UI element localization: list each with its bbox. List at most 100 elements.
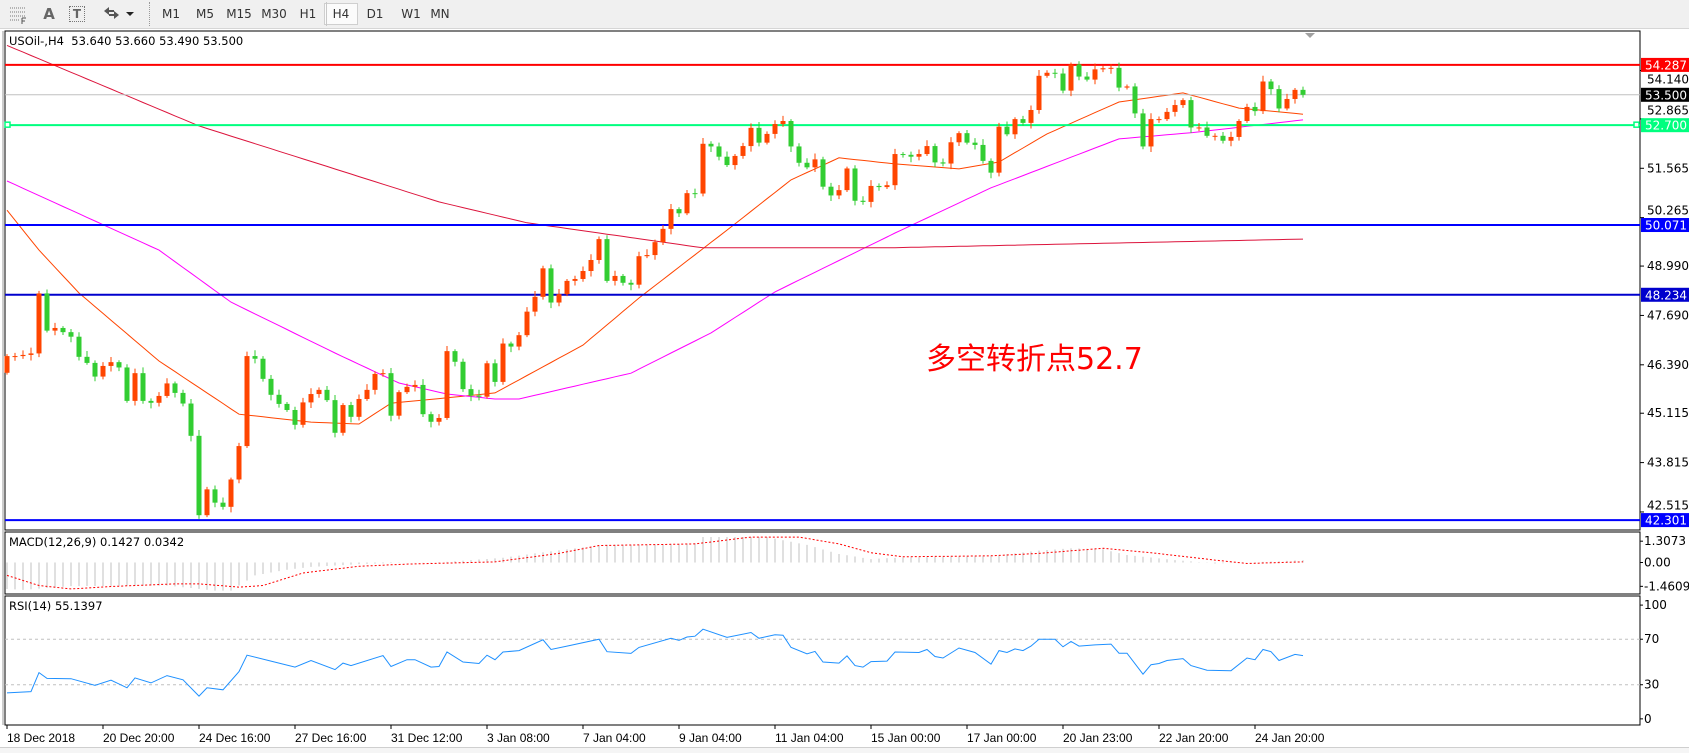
candle	[780, 115, 786, 127]
chart-annotation-text[interactable]: 多空转折点52.7	[926, 342, 1143, 377]
rsi-axis-label: 100	[1644, 598, 1667, 612]
candle	[940, 158, 946, 167]
candle	[276, 389, 282, 408]
candle	[804, 158, 810, 170]
candle-body	[164, 383, 170, 396]
candle-body	[1108, 67, 1114, 69]
timeframe-button-h4[interactable]: H4	[324, 3, 358, 25]
rsi-axis-label: 0	[1644, 712, 1652, 726]
candle	[892, 148, 898, 190]
candle-body	[708, 143, 714, 147]
candle	[1180, 98, 1186, 108]
timeframe-button-m30[interactable]: M30	[261, 7, 287, 21]
candle	[1036, 70, 1042, 114]
candle-body	[188, 403, 194, 436]
candle-body	[292, 409, 298, 425]
candle	[708, 141, 714, 152]
candle	[740, 142, 746, 159]
candle-body	[1228, 136, 1234, 141]
candle	[500, 338, 506, 385]
price-line-label: 52.700	[1645, 119, 1687, 133]
timeframe-button-m15[interactable]: M15	[226, 7, 252, 21]
candle-body	[1076, 64, 1082, 77]
time-axis-label: 9 Jan 04:00	[679, 731, 742, 745]
candle	[468, 384, 474, 402]
macd-axis-label: 0.00	[1644, 556, 1671, 570]
price-line-label: 54.287	[1645, 58, 1687, 72]
candle	[596, 236, 602, 264]
candle	[900, 152, 906, 158]
candle	[92, 360, 98, 382]
candle	[300, 397, 306, 428]
candle-body	[212, 489, 218, 503]
candle-body	[76, 336, 82, 357]
timeframe-button-w1[interactable]: W1	[401, 7, 421, 21]
candle-body	[220, 502, 226, 507]
time-axis-label: 15 Jan 00:00	[871, 731, 941, 745]
candle-body	[724, 156, 730, 166]
arrows-dropdown-button[interactable]	[98, 3, 138, 25]
candle	[540, 265, 546, 300]
candle-body	[84, 356, 90, 363]
candle-body	[620, 275, 626, 283]
candle	[556, 289, 562, 307]
candle-body	[500, 343, 506, 382]
candle-body	[868, 185, 874, 202]
candle	[612, 270, 618, 286]
candle-body	[492, 363, 498, 382]
candle-body	[1116, 67, 1122, 88]
candle-body	[316, 389, 322, 395]
candle	[116, 360, 122, 372]
candle-body	[428, 414, 434, 422]
macd-legend: MACD(12,26,9) 0.1427 0.0342	[9, 535, 184, 549]
candle	[60, 326, 66, 335]
timeframe-button-mn[interactable]: MN	[430, 7, 450, 21]
timeframe-button-h1[interactable]: H1	[299, 7, 317, 21]
candle-body	[1220, 135, 1226, 141]
candle	[1060, 68, 1066, 94]
candle-body	[996, 126, 1002, 173]
bottom-scroll-strip[interactable]	[0, 747, 1689, 753]
text-label-button[interactable]: A	[36, 3, 62, 25]
candle-body	[204, 489, 210, 516]
candle-body	[276, 394, 282, 404]
candle-body	[532, 296, 538, 312]
candle-body	[732, 155, 738, 166]
candle	[1068, 62, 1074, 97]
candle-body	[140, 373, 146, 401]
timeframe-button-m5[interactable]: M5	[196, 7, 214, 21]
candle-body	[564, 280, 570, 295]
candle-body	[804, 162, 810, 168]
candle-body	[1244, 106, 1250, 122]
candle	[508, 341, 514, 353]
candle	[292, 406, 298, 430]
rsi-line	[6, 628, 1304, 697]
candle-body	[1180, 100, 1186, 106]
candle	[444, 345, 450, 420]
candle-body	[268, 378, 274, 395]
timeframe-button-d1[interactable]: D1	[366, 7, 384, 21]
timeframe-button-m1[interactable]: M1	[162, 7, 180, 21]
candle-body	[524, 311, 530, 336]
candle	[44, 289, 50, 333]
candle	[204, 486, 210, 518]
candle	[140, 367, 146, 404]
candle-body	[972, 142, 978, 145]
candle	[732, 154, 738, 170]
candle-body	[844, 168, 850, 191]
candle	[1092, 63, 1098, 85]
candle	[220, 497, 226, 510]
chart-toolbar: A T M1 M5 M15 M30 H1 H4 D1 W1 MN	[0, 0, 1689, 29]
price-line-label-box	[1641, 287, 1689, 302]
text-box-button[interactable]: T	[64, 3, 90, 25]
candle	[676, 207, 682, 218]
candle	[652, 239, 658, 260]
price-axis-label: 46.390	[1647, 358, 1689, 372]
candle-body	[828, 186, 834, 196]
period-separators-button[interactable]	[4, 3, 32, 25]
candle	[884, 181, 890, 189]
candle	[684, 189, 690, 216]
candle-body	[820, 159, 826, 187]
candle-body	[108, 362, 114, 366]
